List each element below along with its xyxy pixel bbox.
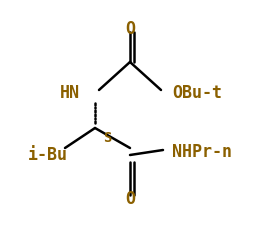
Text: NHPr-n: NHPr-n xyxy=(172,143,232,161)
Text: O: O xyxy=(125,190,135,208)
Text: S: S xyxy=(103,131,111,145)
Text: i-Bu: i-Bu xyxy=(28,146,68,164)
Text: HN: HN xyxy=(60,84,80,102)
Text: O: O xyxy=(125,20,135,38)
Text: OBu-t: OBu-t xyxy=(172,84,222,102)
